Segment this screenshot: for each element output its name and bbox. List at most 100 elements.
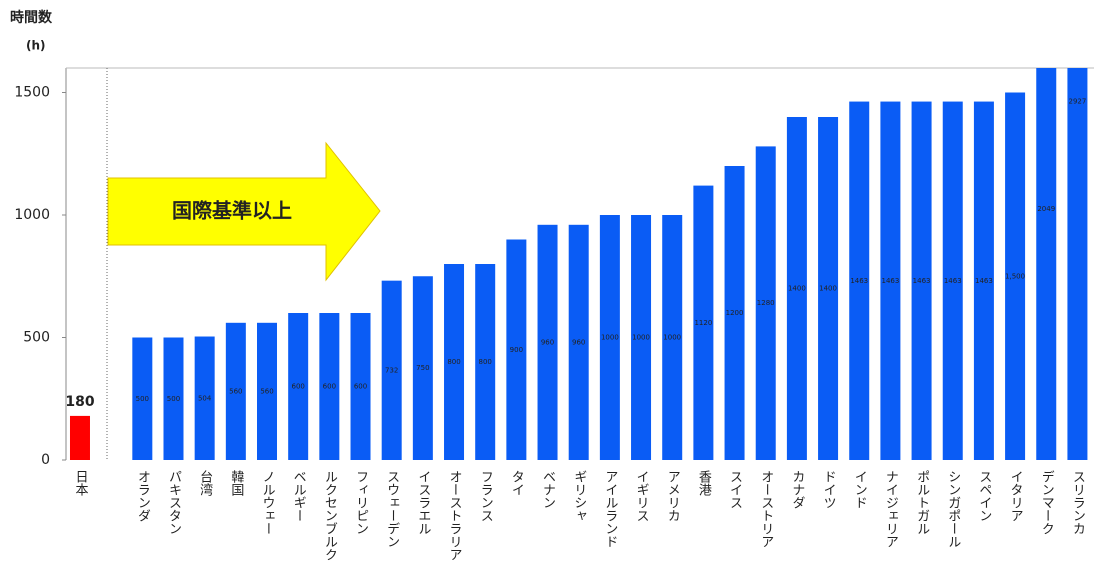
value-label: 1000 [601,334,619,342]
x-tick-label: シンガポール [945,470,960,548]
bar [849,101,870,460]
bar [911,101,932,460]
bar [599,215,620,460]
x-tick-label: 日本 [72,470,88,496]
bar [257,322,278,460]
bar [381,280,402,460]
arrow [107,141,381,282]
x-tick-label: 台湾 [197,470,213,496]
bar [475,264,496,460]
bar [693,185,714,460]
value-label: 600 [354,383,367,391]
value-label: 500 [136,395,149,403]
value-label: 504 [198,394,212,402]
value-label: 1280 [757,299,775,307]
value-label: 1000 [632,334,650,342]
value-label: 2927 [1069,97,1087,105]
bar [1005,92,1026,460]
bar [973,101,994,460]
x-tick-label: スイス [727,470,742,509]
x-tick-label: 韓国 [228,470,244,496]
bar [568,224,589,460]
x-tick-label: ベルギー [291,470,307,522]
x-tick-label: ギリシャ [571,470,586,522]
bar [631,215,652,460]
value-label: 900 [510,346,523,354]
bar [662,215,683,460]
x-tick-label: ポルトガル [914,470,929,535]
bar [225,322,246,460]
bar [319,313,340,460]
x-tick-label: アメリカ [665,470,680,522]
bar [537,224,558,460]
value-label: 600 [291,383,304,391]
value-label: 960 [572,338,585,346]
bar [444,264,465,460]
x-tick-label: ナイジェリア [883,470,898,548]
x-tick-label: オランダ [135,470,150,522]
x-tick-label: オーストラリア [447,470,462,561]
value-label: 750 [416,364,429,372]
x-tick-label: ベナン [540,470,556,509]
bar [724,166,745,460]
value-label: 560 [260,387,273,395]
x-tick-label: アイルランド [602,470,617,548]
value-label: 800 [479,358,492,366]
value-label: 560 [229,387,242,395]
x-tick-label: タイ [509,470,524,496]
value-label: 1463 [913,277,931,285]
value-label: 960 [541,338,554,346]
value-label: 600 [323,383,336,391]
bar [506,239,527,460]
annotation: 国際基準以上 [172,199,292,223]
value-label: 800 [447,358,460,366]
bar [194,336,215,460]
value-label: 1,500 [1005,272,1025,280]
bar [818,117,839,460]
y-tick-label: 1000 [14,207,50,223]
x-tick-label: オーストリア [758,470,773,548]
value-label: 732 [385,366,398,374]
bar [1036,68,1057,461]
value-label: 1463 [850,277,868,285]
value-label: 1400 [819,285,837,293]
y-tick-label: 0 [41,452,50,468]
value-label: 1200 [726,309,744,317]
bar [350,313,371,460]
bar [69,415,90,460]
bar [786,117,807,460]
bar [132,337,153,460]
x-tick-label: スペイン [976,470,992,522]
x-tick-label: デンマーク [1039,470,1054,535]
x-tick-label: ノルウェー [260,470,275,535]
x-tick-label: 香港 [696,470,712,496]
value-label: 1000 [663,334,681,342]
y-axis-unit: (h) [26,39,46,53]
y-axis-title: 時間数 [10,9,53,26]
value-label: 1120 [694,319,712,327]
x-tick-label: イスラエル [415,470,430,535]
x-tick-label: イギリス [634,470,649,522]
x-tick-label: スリランカ [1070,470,1085,535]
bar [1067,68,1088,460]
x-tick-label: パキスタン [166,470,182,535]
bar [942,101,963,460]
bar [880,101,901,460]
value-label: 180 [65,394,94,410]
value-label: 1463 [881,277,899,285]
x-tick-label: フィリピン [353,470,368,535]
x-tick-label: ルクセンブルク [322,470,338,561]
x-tick-label: フランス [478,470,493,522]
x-tick-label: イタリア [1008,470,1023,522]
x-tick-label: ドイツ [821,470,836,509]
value-label: 2049 [1037,205,1055,213]
bar [755,146,776,460]
bars [69,68,1088,461]
value-label: 1463 [975,277,993,285]
bar [163,337,184,460]
value-label: 500 [167,395,180,403]
x-tick-label: スウェーデン [384,470,399,548]
x-tick-label: インド [852,470,867,509]
value-label: 1463 [944,277,962,285]
